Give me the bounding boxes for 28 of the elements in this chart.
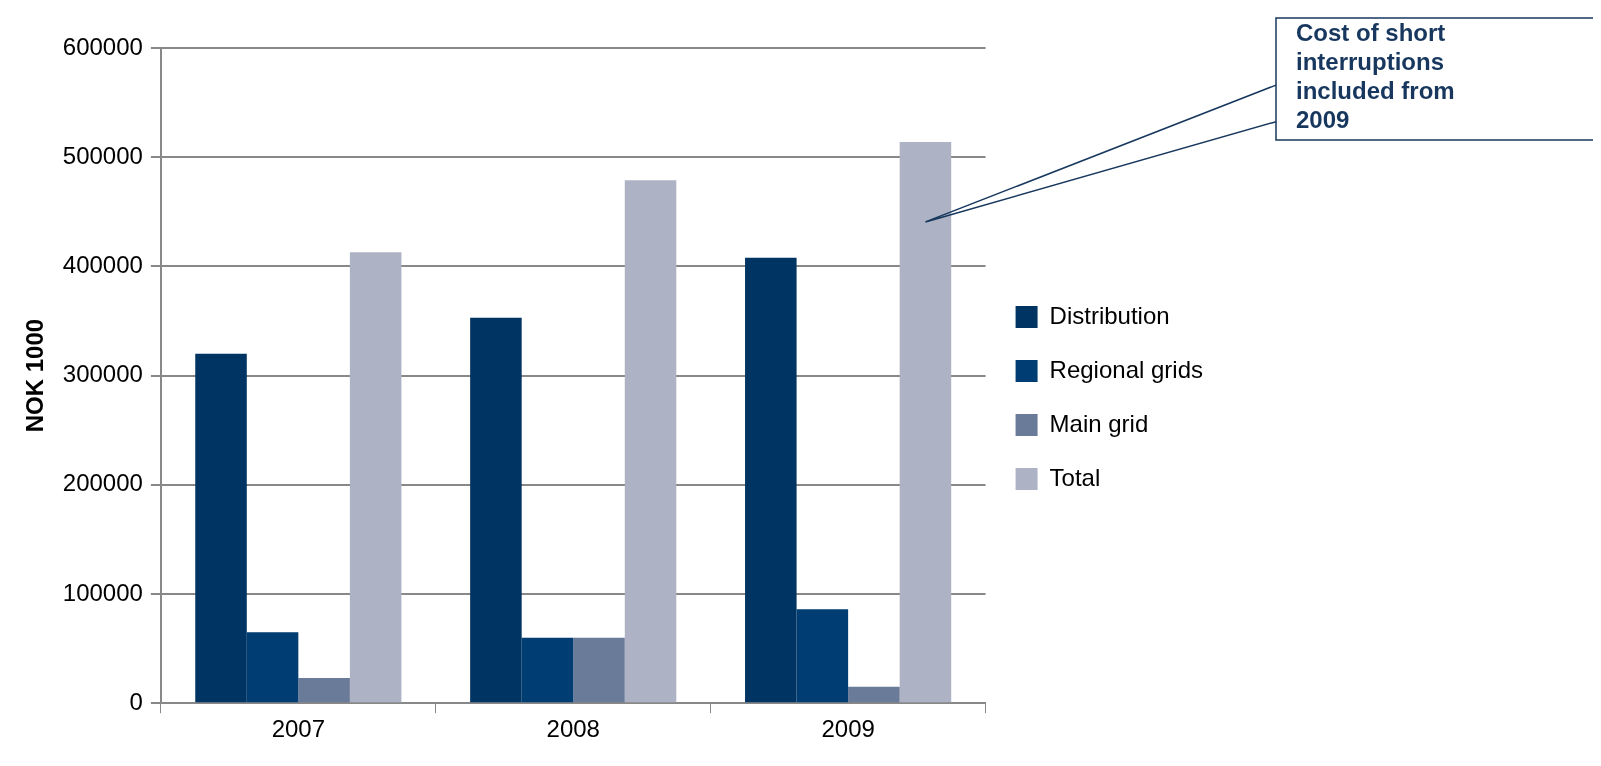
y-tick-label: 200000: [62, 469, 143, 497]
bar: [195, 353, 247, 703]
y-tick-label: 300000: [62, 360, 143, 388]
bar: [470, 317, 522, 703]
x-tick-label: 2009: [821, 715, 875, 743]
legend-label: Main grid: [1049, 409, 1149, 437]
bar: [848, 686, 900, 703]
y-tick-label: 0: [129, 687, 143, 715]
bar: [298, 678, 350, 703]
text: Cost of short interruptions included from 2009: [1296, 18, 1455, 133]
legend-label: Total: [1049, 463, 1101, 491]
y-axis-title: NOK 1000: [21, 318, 49, 433]
y-tick-label: 100000: [62, 578, 143, 606]
bar: [745, 257, 797, 703]
x-tick-label: 2008: [546, 715, 600, 743]
legend-label: Distribution: [1049, 301, 1170, 329]
y-tick-label: 600000: [62, 32, 143, 60]
bar: [521, 637, 574, 703]
bar: [349, 252, 402, 703]
bar: [573, 637, 625, 703]
bar: [624, 180, 677, 703]
bar: [899, 141, 952, 703]
bar: [796, 609, 849, 703]
bar: [246, 632, 299, 703]
legend-label: Regional grids: [1049, 355, 1203, 383]
y-tick-label: 500000: [62, 141, 143, 169]
y-tick-label: 400000: [62, 251, 143, 279]
x-tick-label: 2007: [271, 715, 326, 743]
